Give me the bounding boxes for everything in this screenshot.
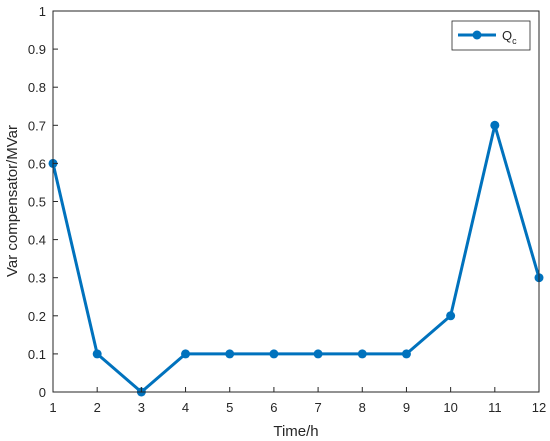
- x-tick-label: 3: [138, 400, 145, 415]
- x-tick-label: 6: [270, 400, 277, 415]
- data-point: [269, 349, 279, 359]
- data-point: [225, 349, 235, 359]
- y-tick-label: 1: [39, 4, 46, 19]
- plot-area: [53, 11, 539, 392]
- y-tick-label: 0.1: [28, 347, 46, 362]
- x-tick-label: 8: [359, 400, 366, 415]
- y-tick-label: 0.7: [28, 118, 46, 133]
- x-tick-label: 5: [226, 400, 233, 415]
- series-layer: [48, 120, 544, 397]
- legend-marker: [472, 30, 482, 40]
- data-point: [92, 349, 102, 359]
- data-point: [401, 349, 411, 359]
- x-tick-label: 4: [182, 400, 189, 415]
- x-tick-label: 12: [532, 400, 546, 415]
- x-tick-label: 11: [488, 400, 502, 415]
- data-point: [490, 120, 500, 130]
- x-axis-title: Time/h: [273, 423, 318, 440]
- y-axis-title: Var compensator/MVar: [4, 125, 21, 277]
- data-point: [313, 349, 323, 359]
- legend: Qc: [451, 20, 531, 51]
- x-tick-label: 10: [443, 400, 457, 415]
- x-axis: 1 2 3 4 5 6 7 8 9 10 11 12: [49, 387, 546, 415]
- y-axis: 0 0.1 0.2 0.3 0.4 0.5 0.6 0.7 0.8 0.9 1: [28, 4, 58, 400]
- x-tick-label: 7: [314, 400, 321, 415]
- legend-label-subscript: c: [512, 36, 517, 46]
- y-tick-label: 0: [39, 385, 46, 400]
- y-tick-label: 0.4: [28, 233, 46, 248]
- data-point: [181, 349, 191, 359]
- y-tick-label: 0.5: [28, 195, 46, 210]
- data-point: [357, 349, 367, 359]
- data-point: [446, 311, 456, 321]
- x-tick-label: 2: [94, 400, 101, 415]
- legend-label: Qc: [502, 28, 517, 46]
- x-tick-label: 9: [403, 400, 410, 415]
- legend-label-main: Q: [502, 28, 512, 43]
- y-tick-label: 0.8: [28, 80, 46, 95]
- y-tick-label: 0.2: [28, 309, 46, 324]
- series-line: [51, 123, 541, 394]
- y-tick-label: 0.6: [28, 156, 46, 171]
- y-tick-label: 0.9: [28, 42, 46, 57]
- y-tick-label: 0.3: [28, 271, 46, 286]
- x-tick-label: 1: [49, 400, 56, 415]
